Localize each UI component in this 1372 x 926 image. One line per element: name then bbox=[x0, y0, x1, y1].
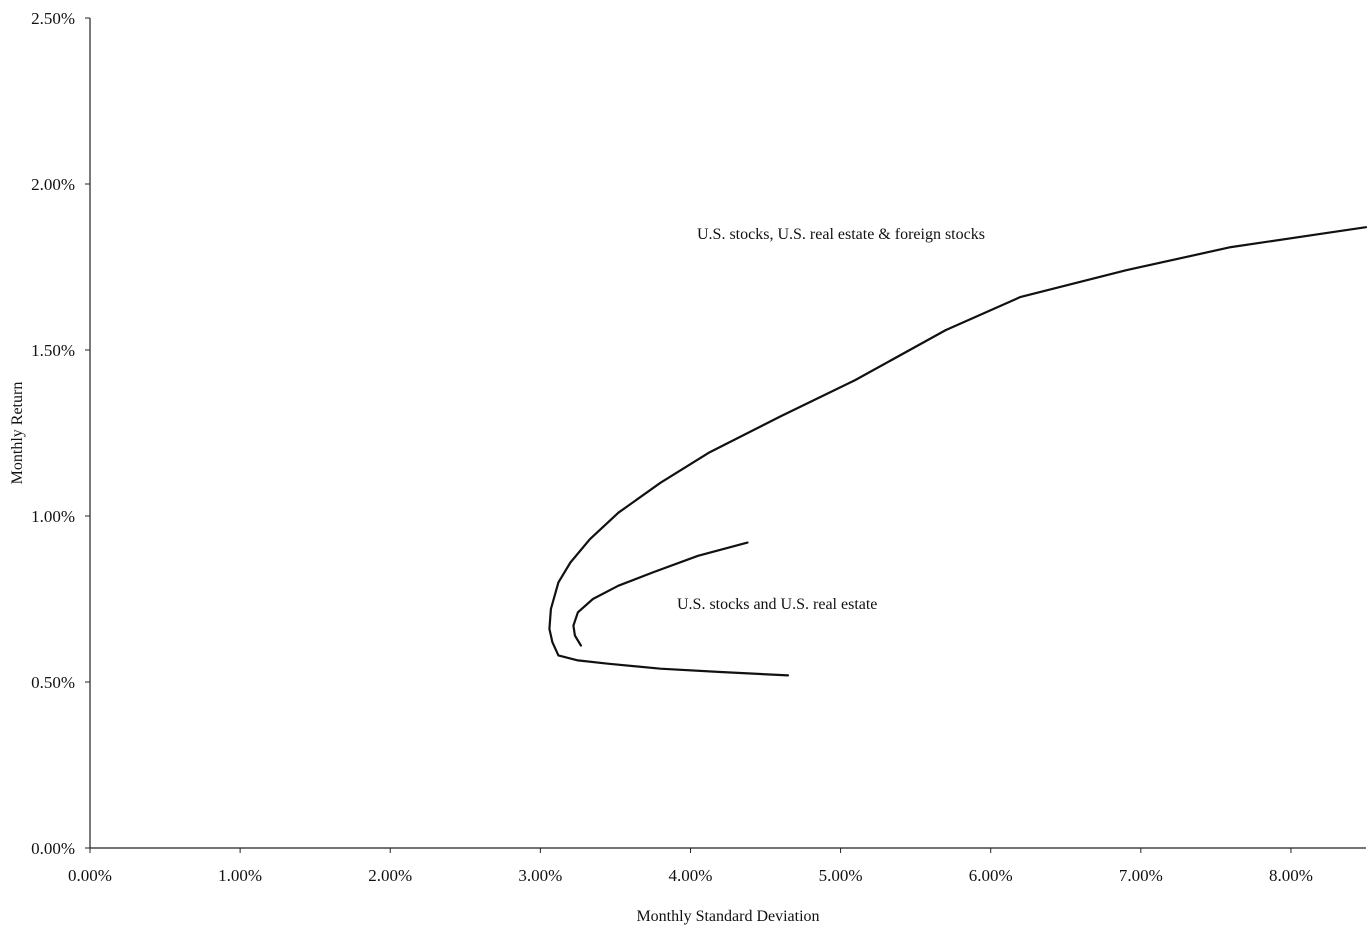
frontier-two-asset-line bbox=[572, 541, 749, 647]
x-axis-ticks: 0.00% 1.00% 2.00% 3.00% 4.00% 5.00% 6.00% 7.00%… bbox=[68, 848, 1313, 885]
y-tick-label: 2.00% bbox=[31, 175, 75, 194]
x-tick-label: 0.00% bbox=[68, 866, 112, 885]
x-tick-label: 5.00% bbox=[819, 866, 863, 885]
y-axis-ticks: 0.00% 0.50% 1.00% 1.50% 2.00% 2.50% bbox=[31, 9, 90, 858]
y-tick-label: 0.00% bbox=[31, 839, 75, 858]
x-tick-label: 4.00% bbox=[669, 866, 713, 885]
y-tick-label: 1.50% bbox=[31, 341, 75, 360]
x-tick-label: 3.00% bbox=[518, 866, 562, 885]
annotation-two-asset: U.S. stocks and U.S. real estate bbox=[677, 596, 877, 613]
y-tick-label: 0.50% bbox=[31, 673, 75, 692]
y-tick-label: 2.50% bbox=[31, 9, 75, 28]
x-tick-label: 1.00% bbox=[218, 866, 262, 885]
series-layer bbox=[548, 226, 1368, 677]
annotation-three-asset: U.S. stocks, U.S. real estate & foreign … bbox=[697, 226, 985, 243]
frontier-three-asset-line bbox=[548, 226, 1368, 677]
x-tick-label: 7.00% bbox=[1119, 866, 1163, 885]
x-tick-label: 2.00% bbox=[368, 866, 412, 885]
y-axis-title: Monthly Return bbox=[9, 382, 26, 485]
x-tick-label: 8.00% bbox=[1269, 866, 1313, 885]
x-tick-label: 6.00% bbox=[969, 866, 1013, 885]
y-tick-label: 1.00% bbox=[31, 507, 75, 526]
x-axis-title: Monthly Standard Deviation bbox=[636, 908, 819, 925]
